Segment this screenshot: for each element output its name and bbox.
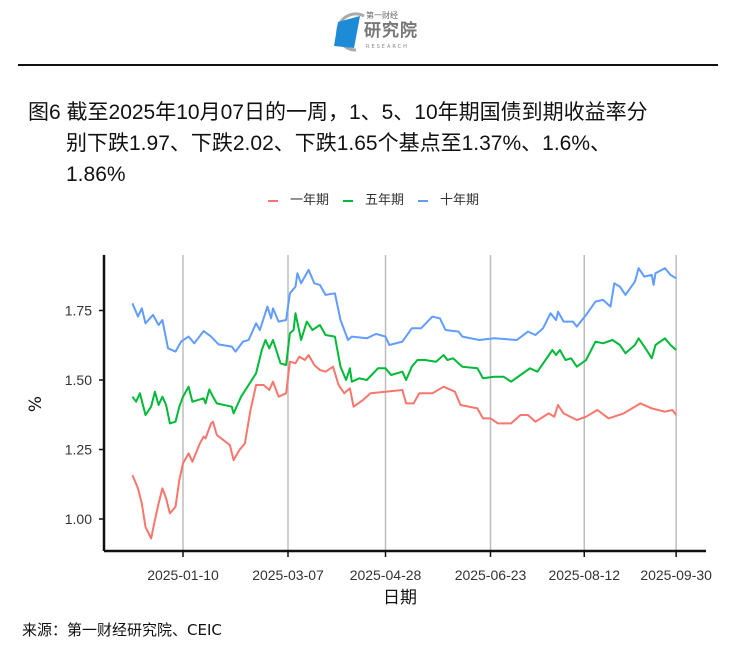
y-tick-label: 1.00 <box>65 511 92 527</box>
y-tick-label: 1.75 <box>65 303 92 319</box>
x-tick-label: 2025-09-30 <box>640 567 712 583</box>
legend-swatch <box>418 200 429 202</box>
x-axis-title: 日期 <box>383 588 417 608</box>
x-tick-label: 2025-03-07 <box>252 567 324 583</box>
source-note: 来源：第一财经研究院、CEIC <box>22 621 222 639</box>
legend-item-10y: 十年期 <box>418 193 479 209</box>
title-line-2: 别下跌1.97、下跌2.02、下跌1.65个基点至1.37%、1.6%、 <box>66 132 612 155</box>
legend-swatch <box>343 200 354 202</box>
chart-legend: 一年期 五年期 十年期 <box>268 193 479 209</box>
series-line-5y <box>131 312 677 425</box>
y-tick-label: 1.25 <box>65 442 92 458</box>
y-axis-title: % <box>26 395 47 413</box>
x-tick-label: 2025-04-28 <box>350 567 422 583</box>
logo-main-text: 研究院 <box>364 21 418 41</box>
legend-swatch <box>268 200 278 202</box>
legend-label: 一年期 <box>290 193 330 208</box>
logo-small-text: 第一财经 <box>366 11 398 20</box>
x-tick-label: 2025-06-23 <box>455 567 527 583</box>
legend-label: 十年期 <box>440 193 480 208</box>
figure-title: 图6 截至2025年10月07日的一周，1、5、10年期国债到期收益率分 别下跌… <box>28 97 748 190</box>
legend-label: 五年期 <box>365 193 405 208</box>
x-tick-label: 2025-08-12 <box>548 567 620 583</box>
y-tick-label: 1.50 <box>65 372 92 388</box>
series-line-1y <box>131 354 677 540</box>
x-tick-label: 2025-01-10 <box>147 567 219 583</box>
title-line-3: 1.86% <box>66 163 126 186</box>
header-divider <box>18 64 718 66</box>
logo-emblem-icon <box>334 12 365 52</box>
legend-item-1y: 一年期 <box>268 193 329 209</box>
legend-item-5y: 五年期 <box>343 193 404 209</box>
series-line-10y <box>131 267 677 353</box>
title-line-1: 图6 截至2025年10月07日的一周，1、5、10年期国债到期收益率分 <box>28 101 648 124</box>
logo-sub-text: RESEARCH <box>366 44 409 50</box>
